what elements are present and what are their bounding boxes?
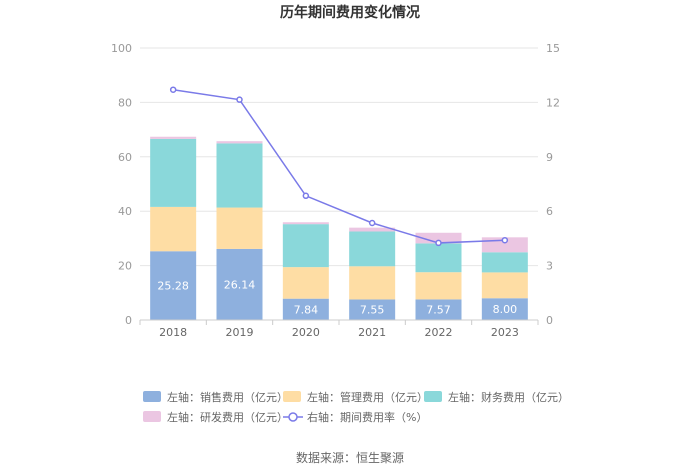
bar-segment: [349, 231, 396, 267]
right-y-tick: 3: [546, 260, 553, 273]
bar-segment: [481, 298, 528, 320]
bar-labels: 25.28 26.14 7.84 7.55 7.57 8.00: [157, 278, 517, 316]
right-y-tick: 12: [546, 96, 560, 109]
bar-segment: [282, 267, 329, 299]
bar-segment: [216, 207, 263, 249]
legend-swatch: [143, 391, 161, 402]
bar-segment: [216, 248, 263, 320]
rate-line: [173, 88, 505, 244]
x-tick-label: 2019: [226, 326, 254, 339]
left-y-tick: 0: [125, 314, 132, 327]
legend-swatch: [143, 411, 161, 422]
bar-segment: [282, 222, 329, 225]
chart-title: 历年期间费用变化情况: [280, 4, 420, 21]
bar-data-label: 7.55: [360, 304, 385, 317]
x-tick-label: 2021: [358, 326, 386, 339]
bar-segment: [349, 299, 396, 320]
bar-segment: [216, 143, 263, 208]
bar-segment: [481, 272, 528, 299]
x-tick-label: 2020: [292, 326, 320, 339]
x-tick-label: 2018: [159, 326, 187, 339]
bar-data-label: 8.00: [493, 303, 518, 316]
right-y-tick: 9: [546, 151, 553, 164]
line-series: [169, 86, 509, 247]
legend-label[interactable]: 右轴：期间费用率（%）: [307, 410, 427, 424]
right-y-tick: 15: [546, 42, 560, 55]
left-y-tick: 60: [118, 151, 132, 164]
rate-point: [302, 192, 310, 200]
left-y-tick: 40: [118, 205, 132, 218]
bar-segment: [415, 232, 462, 244]
bar-data-label: 26.14: [224, 278, 256, 291]
bar-data-label: 7.57: [426, 304, 451, 317]
bar-segment: [349, 227, 396, 232]
grid: [140, 47, 538, 267]
x-tick-label: 2022: [425, 326, 453, 339]
axes: 0 20 40 60 80 100 0 3 6 9 12 15 2018 2019 2020 2021 2022…: [111, 42, 560, 339]
right-y-tick: 6: [546, 205, 553, 218]
bar-segment: [282, 224, 329, 268]
left-y-tick: 80: [118, 96, 132, 109]
bars: [150, 136, 528, 320]
bar-segment: [349, 266, 396, 300]
legend-point-marker: [288, 412, 298, 422]
x-tick-label: 2023: [491, 326, 519, 339]
bar-data-label: 25.28: [157, 280, 189, 293]
legend-label[interactable]: 左轴：财务费用（亿元）: [448, 390, 569, 404]
bar-data-label: 7.84: [294, 303, 319, 316]
legend: 左轴：销售费用（亿元） 左轴：管理费用（亿元） 左轴：财务费用（亿元） 左轴：研发费用…: [143, 390, 569, 424]
bar-segment: [415, 299, 462, 320]
bar-segment: [282, 298, 329, 320]
rate-point: [368, 219, 376, 227]
rate-point: [435, 239, 442, 247]
bar-segment: [216, 141, 263, 144]
right-y-tick: 0: [546, 314, 553, 327]
bar-segment: [415, 272, 462, 300]
bar-segment: [150, 138, 197, 207]
bar-segment: [150, 206, 197, 252]
legend-label[interactable]: 左轴：研发费用（亿元）: [167, 410, 288, 424]
left-y-tick: 20: [118, 260, 132, 273]
bar-segment: [415, 243, 462, 273]
legend-label[interactable]: 左轴：管理费用（亿元）: [307, 390, 428, 404]
rate-point: [501, 236, 509, 244]
bar-segment: [150, 136, 197, 139]
legend-label[interactable]: 左轴：销售费用（亿元）: [167, 390, 288, 404]
rate-point: [169, 86, 177, 93]
left-y-tick: 100: [111, 42, 132, 55]
legend-swatch: [283, 391, 301, 402]
bar-segment: [150, 251, 197, 320]
data-source: 数据来源：恒生聚源: [296, 450, 404, 465]
legend-swatch: [424, 391, 442, 402]
rate-point: [236, 96, 243, 103]
bar-segment: [481, 252, 528, 273]
